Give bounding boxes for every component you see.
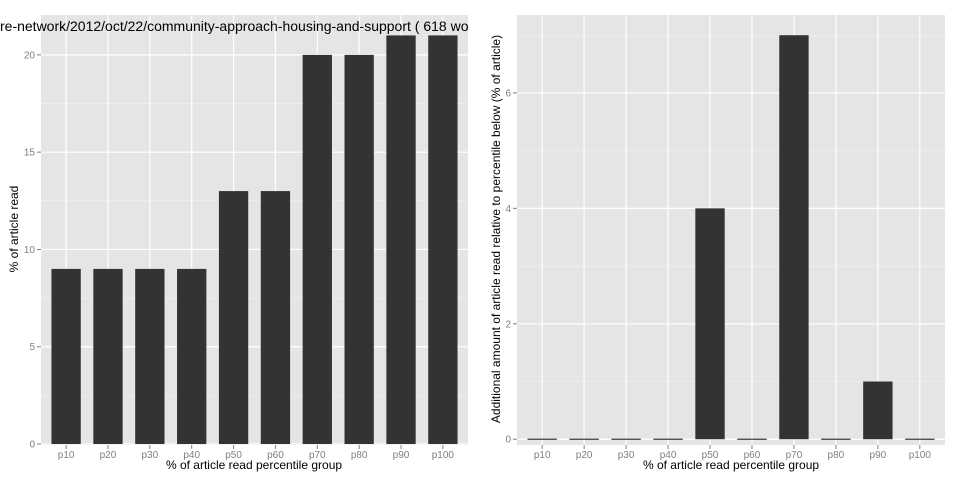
y-axis-title: Additional amount of article read relati…	[489, 35, 503, 423]
x-tick-label-p60: p60	[744, 450, 761, 461]
x-tick-label-p80: p80	[351, 450, 368, 461]
x-tick-label-p60: p60	[267, 450, 284, 461]
x-tick-label-p70: p70	[786, 450, 803, 461]
chart-title: re-network/2012/oct/22/community-approac…	[0, 18, 469, 34]
y-tick-label: 0	[29, 440, 35, 451]
x-tick-label-p90: p90	[870, 450, 887, 461]
chart-additional-read: 0 2 4 6 p10 p20 p30 p40 p50 p60 p70 p80 p90 p100 % of …	[489, 15, 945, 472]
y-axis-title: % of article read	[7, 186, 21, 273]
x-axis-title: % of article read percentile group	[166, 458, 342, 472]
x-tick-label-p90: p90	[393, 450, 410, 461]
bar-p80	[344, 54, 374, 445]
x-tick-label-p40: p40	[183, 450, 200, 461]
y-tick-label: 0	[505, 435, 511, 446]
bar-p70	[302, 54, 332, 445]
x-tick-label-p100: p100	[909, 450, 932, 461]
bar-p40	[653, 438, 683, 440]
x-axis-title: % of article read percentile group	[643, 458, 819, 472]
bar-p60	[260, 191, 291, 445]
x-tick-label-p30: p30	[618, 450, 635, 461]
y-tick-label: 10	[24, 245, 36, 256]
bar-p90	[386, 35, 416, 445]
bar-p50	[695, 208, 725, 440]
x-tick-label-p100: p100	[432, 450, 455, 461]
x-tick-label-p50: p50	[702, 450, 719, 461]
y-tick-label: 6	[505, 88, 511, 99]
bar-p20	[93, 268, 123, 445]
bar-p10	[51, 268, 81, 445]
bar-p60	[737, 438, 767, 440]
y-tick-label: 2	[505, 319, 511, 330]
bar-p50	[218, 191, 249, 445]
bar-p70	[779, 35, 809, 440]
x-tick-label-p50: p50	[225, 450, 242, 461]
bar-p100	[905, 438, 935, 440]
bar-p90	[863, 381, 893, 440]
x-tick-label-p80: p80	[828, 450, 845, 461]
x-tick-label-p30: p30	[141, 450, 158, 461]
x-tick-label-p70: p70	[309, 450, 326, 461]
x-tick-label-p40: p40	[660, 450, 677, 461]
y-tick-label: 20	[24, 50, 36, 61]
y-tick-label: 15	[24, 148, 36, 159]
plot-panel-1	[517, 15, 945, 445]
bar-p10	[527, 438, 557, 440]
bar-p20	[569, 438, 599, 440]
x-tick-label-p10: p10	[534, 450, 551, 461]
y-tick-label: 5	[29, 342, 35, 353]
x-tick-label-p20: p20	[576, 450, 593, 461]
bar-p80	[821, 438, 851, 440]
y-tick-label: 4	[505, 204, 511, 215]
bar-p30	[135, 268, 165, 445]
x-tick-label-p20: p20	[100, 450, 117, 461]
chart-percent-read: 0 5 10 15 20 p10 p20 p30 p40 p50 p60 p70 p80 p90 p100%…	[0, 15, 469, 472]
x-tick-label-p10: p10	[58, 450, 75, 461]
bar-p40	[177, 268, 207, 445]
bar-p100	[428, 35, 458, 445]
bar-p30	[611, 438, 641, 440]
